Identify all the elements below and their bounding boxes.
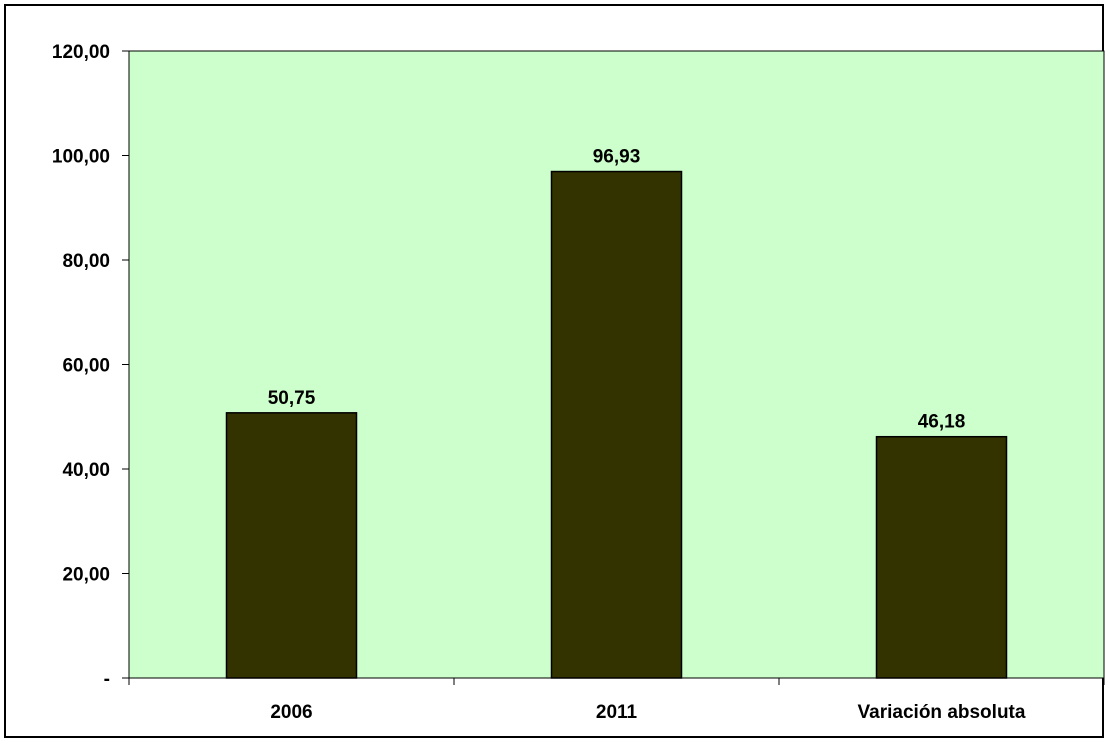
y-tick-label-2: 40,00 <box>62 460 110 481</box>
y-tick-label-0: - <box>104 669 110 690</box>
data-labels-group: 50,75 96,93 46,18 <box>268 147 966 433</box>
x-tick-label-1: 2006 <box>270 702 312 723</box>
x-ticks-group: 2006 2011 Variación absoluta <box>270 702 1026 723</box>
x-tick-label-2: 2011 <box>596 702 638 723</box>
y-tick-label-3: 60,00 <box>62 356 110 377</box>
data-label-2: 96,93 <box>593 147 641 168</box>
bars-group <box>225 170 1008 679</box>
y-tick-label-1: 20,00 <box>62 565 110 586</box>
y-ticks-group: - 20,00 40,00 60,00 80,00 100,00 120,00 <box>52 42 129 690</box>
data-label-3: 46,18 <box>918 412 966 433</box>
data-label-1: 50,75 <box>268 388 316 409</box>
bar-1 <box>225 412 358 679</box>
x-tick-label-3: Variación absoluta <box>858 702 1026 723</box>
chart-frame: -20,00 40,00 60,00 80,00 100,00 120,00 2006 20… <box>4 4 1105 738</box>
bar-3 <box>875 435 1008 679</box>
bar-2 <box>550 170 683 679</box>
y-tick-label-6: 120,00 <box>52 42 110 63</box>
y-tick-label-4: 80,00 <box>62 251 110 272</box>
y-tick-label-5: 100,00 <box>52 147 110 168</box>
